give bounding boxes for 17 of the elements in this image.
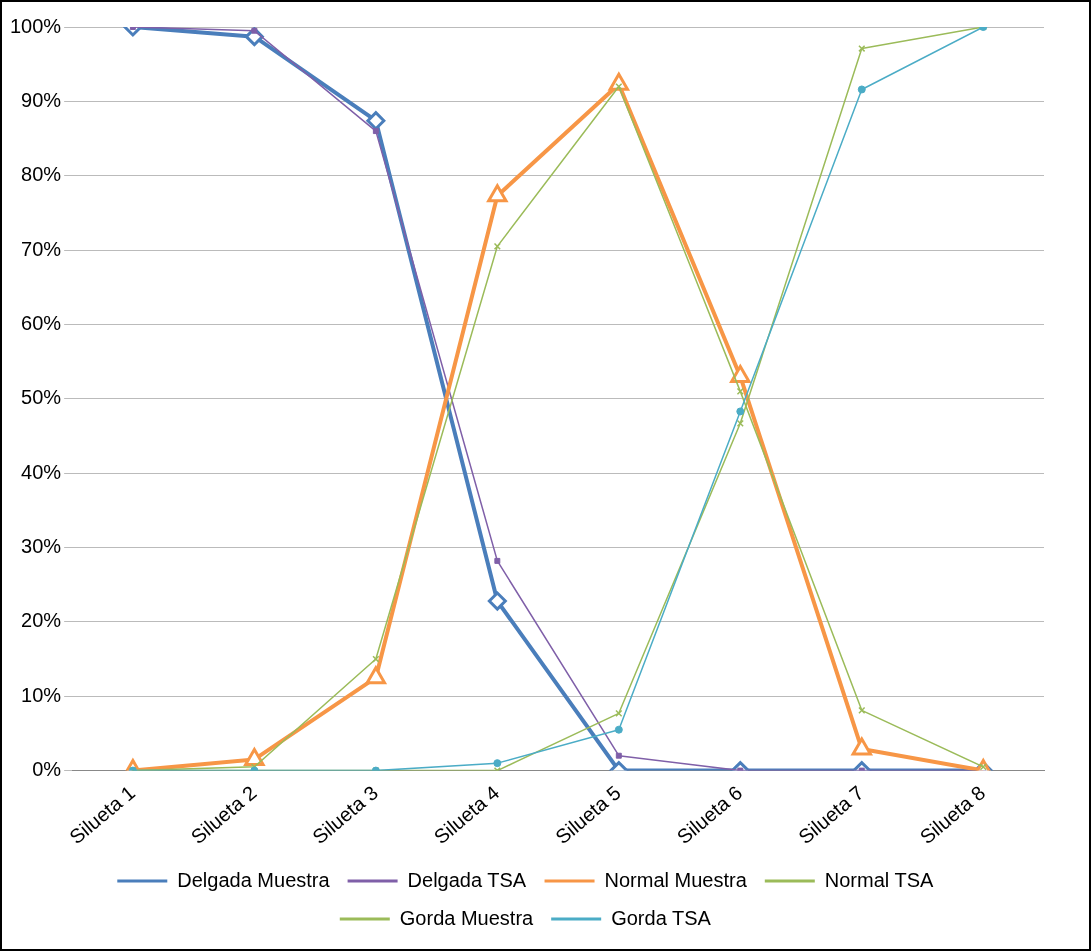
legend-label: Gorda Muestra: [399, 906, 535, 929]
y-tick-label: 100%: [10, 14, 62, 37]
y-tick-label: 30%: [21, 535, 62, 558]
y-tick-label: 0%: [32, 758, 62, 781]
y-tick-label: 90%: [21, 88, 62, 111]
legend-label: Delgada Muestra: [177, 868, 331, 891]
y-tick-label: 50%: [21, 386, 62, 409]
legend-label: Gorda TSA: [611, 906, 712, 929]
y-tick-label: 60%: [21, 311, 62, 334]
y-tick-label: 40%: [21, 460, 62, 483]
legend-label: Normal Muestra: [604, 868, 748, 891]
y-tick-label: 80%: [21, 163, 62, 186]
y-tick-label: 70%: [21, 237, 62, 260]
legend-label: Normal TSA: [824, 868, 935, 891]
y-tick-label: 10%: [21, 683, 62, 706]
y-tick-label: 20%: [21, 609, 62, 632]
legend-label: Delgada TSA: [407, 868, 527, 891]
